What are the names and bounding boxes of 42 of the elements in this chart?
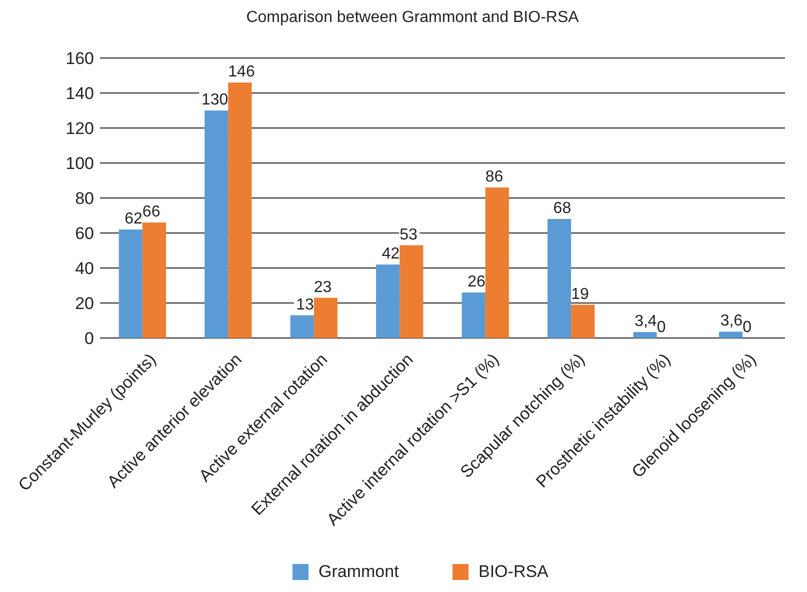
data-label: 3,4	[634, 313, 657, 330]
data-label: 53	[400, 226, 418, 244]
y-tick-label: 20	[75, 294, 94, 313]
data-label: 0	[742, 319, 752, 336]
y-tick-label: 40	[75, 258, 94, 278]
data-label: 62	[124, 210, 143, 228]
bar	[376, 264, 400, 338]
data-label: 130	[201, 92, 228, 108]
data-label: 42	[382, 246, 400, 262]
bar	[548, 219, 572, 338]
bar	[571, 304, 595, 338]
bar	[290, 315, 314, 338]
data-label: 146	[228, 64, 255, 80]
y-tick-label: 120	[66, 118, 94, 138]
data-label: 26	[468, 274, 486, 290]
legend-label: Grammont	[318, 562, 400, 581]
bar	[485, 188, 509, 338]
bar	[314, 298, 338, 338]
data-label: 3,6	[720, 312, 743, 330]
bar	[633, 332, 657, 338]
y-tick-label: 60	[75, 224, 94, 243]
y-tick-label: 100	[66, 154, 94, 173]
data-label: 13	[296, 296, 314, 314]
data-label: 66	[142, 204, 160, 220]
y-tick-label: 140	[66, 84, 94, 103]
legend-label: BIO-RSA	[478, 562, 550, 581]
data-label: 68	[553, 200, 572, 217]
chart-title: Comparison between Grammont and BIO-RSA	[246, 9, 580, 26]
y-tick-label: 160	[66, 48, 94, 68]
data-label: 19	[571, 286, 589, 303]
bar	[118, 230, 142, 338]
data-label: 23	[314, 278, 332, 296]
bar	[462, 292, 486, 338]
bar	[204, 110, 228, 338]
bar	[142, 222, 166, 338]
bar	[228, 82, 252, 338]
data-label: 86	[485, 168, 504, 186]
y-tick-label: 0	[84, 328, 94, 348]
bar	[400, 245, 424, 338]
data-label: 0	[656, 319, 666, 336]
y-tick-label: 80	[75, 188, 94, 208]
bar	[718, 332, 743, 338]
